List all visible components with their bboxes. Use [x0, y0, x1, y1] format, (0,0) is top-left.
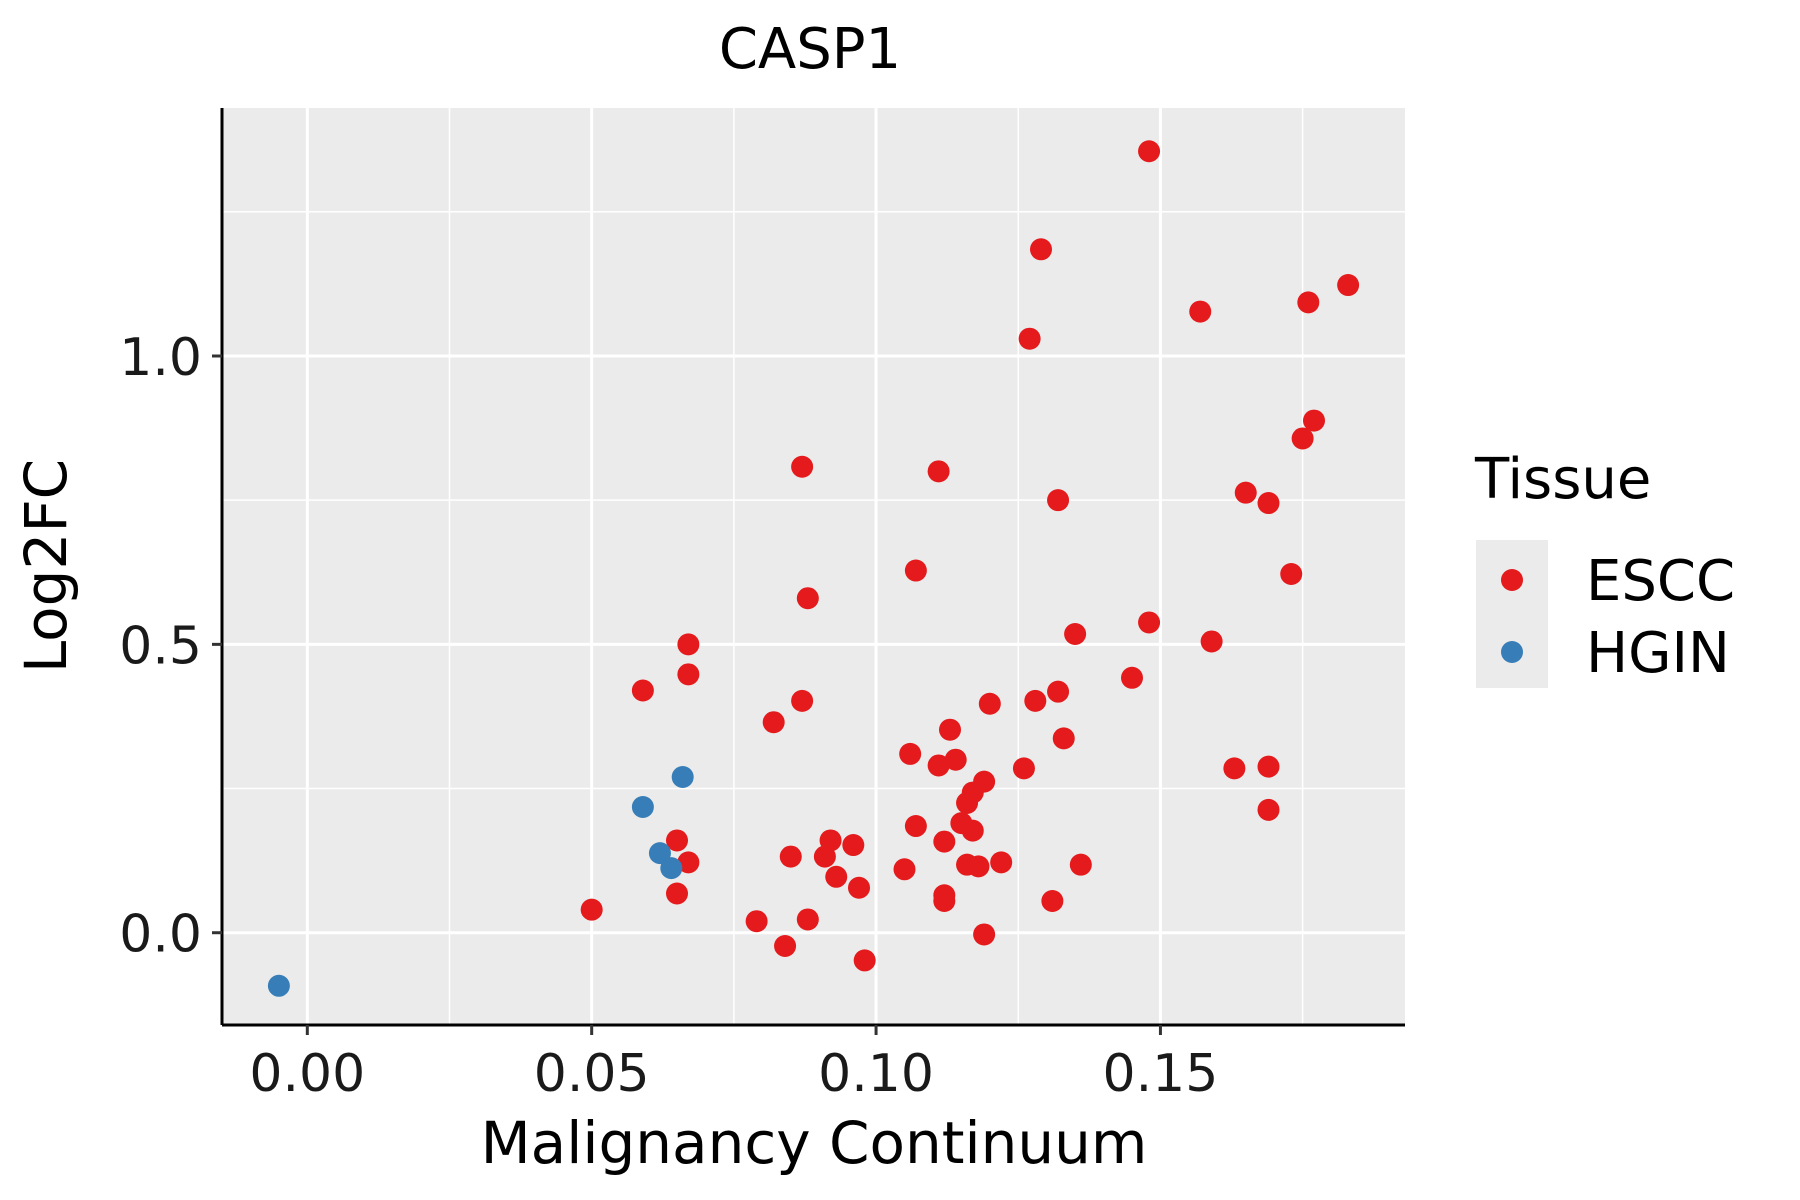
data-points [267, 140, 1360, 997]
data-point-escc [990, 851, 1013, 874]
data-point-escc [1012, 757, 1035, 780]
legend-title: Tissue [1474, 447, 1651, 512]
data-point-escc [899, 742, 922, 765]
data-point-escc [677, 851, 700, 874]
data-point-escc [1064, 622, 1087, 645]
data-point-hgin [648, 842, 671, 865]
data-point-escc [677, 663, 700, 686]
grid-minor [222, 108, 1405, 1025]
data-point-escc [1200, 630, 1223, 653]
data-point-escc [1257, 492, 1280, 515]
data-point-escc [1030, 238, 1052, 261]
data-point-escc [842, 834, 865, 857]
x-tick-label: 0.05 [534, 1044, 650, 1104]
x-tick-label: 0.10 [818, 1044, 934, 1104]
y-tick-label: 0.5 [119, 616, 202, 676]
data-point-escc [1047, 489, 1070, 512]
data-point-escc [631, 679, 654, 702]
data-point-escc [961, 819, 984, 842]
data-point-escc [1018, 327, 1041, 350]
legend-key-background [1476, 540, 1548, 688]
y-axis-ticks: 0.0 0.5 1.0 [119, 328, 222, 965]
plot-background [222, 108, 1405, 1025]
data-point-hgin [631, 795, 654, 818]
data-point-escc [904, 559, 927, 582]
data-point-escc [1297, 291, 1320, 314]
y-axis-label: Log2FC [12, 459, 80, 673]
data-point-escc [944, 748, 967, 771]
data-point-escc [813, 845, 836, 868]
data-point-escc [978, 692, 1001, 715]
data-point-escc [967, 855, 990, 878]
data-point-hgin [671, 766, 694, 789]
data-point-escc [927, 754, 950, 777]
plot-panel [220, 108, 1405, 1027]
data-point-escc [677, 633, 700, 656]
data-point-escc [893, 858, 916, 881]
legend-label-escc: ESCC [1586, 549, 1735, 614]
data-point-escc [1047, 680, 1070, 703]
y-tick-label: 0.0 [119, 905, 202, 965]
data-point-escc [580, 898, 603, 921]
data-point-escc [927, 460, 950, 483]
legend-label-hgin: HGIN [1586, 621, 1730, 686]
y-tick-label: 1.0 [119, 328, 202, 388]
data-point-escc [1138, 140, 1161, 163]
data-point-escc [1280, 562, 1303, 585]
data-point-escc [848, 876, 870, 899]
data-point-escc [796, 587, 819, 610]
data-point-escc [745, 910, 768, 933]
data-point-escc [1223, 757, 1246, 780]
data-point-escc [1041, 890, 1064, 913]
data-point-escc [1303, 409, 1325, 432]
data-point-escc [853, 949, 876, 972]
x-tick-label: 0.15 [1103, 1044, 1219, 1104]
data-point-escc [1189, 300, 1212, 323]
data-point-hgin [267, 974, 290, 997]
data-point-escc [973, 923, 996, 946]
data-point-hgin [660, 857, 683, 880]
data-point-escc [956, 791, 979, 814]
data-point-escc [1291, 427, 1314, 450]
x-axis-ticks: 0.00 0.05 0.10 0.15 [249, 1025, 1218, 1104]
data-point-escc [1024, 689, 1047, 712]
chart-title: CASP1 [719, 17, 901, 82]
data-point-escc [1234, 481, 1257, 504]
data-point-escc [779, 845, 802, 868]
data-point-escc [791, 455, 814, 478]
data-point-escc [1337, 274, 1360, 297]
data-point-escc [933, 890, 956, 913]
x-axis-label: Malignancy Continuum [481, 1109, 1148, 1177]
data-point-escc [762, 711, 785, 734]
data-point-escc [939, 718, 961, 741]
legend-key-escc [1501, 569, 1523, 591]
data-point-escc [666, 829, 688, 852]
data-point-escc [1257, 755, 1280, 778]
data-point-escc [666, 882, 688, 905]
data-point-escc [1257, 798, 1280, 821]
data-point-escc [796, 908, 819, 931]
legend-key-hgin [1501, 641, 1523, 663]
data-point-escc [1121, 666, 1143, 689]
data-point-escc [1052, 727, 1075, 750]
legend: Tissue ESCC HGIN [1474, 447, 1735, 688]
data-point-escc [791, 689, 814, 712]
data-point-escc [933, 830, 956, 853]
data-point-escc [904, 815, 927, 838]
data-point-escc [1069, 853, 1092, 876]
data-point-escc [825, 865, 848, 888]
x-tick-label: 0.00 [249, 1044, 365, 1104]
data-point-escc [1138, 611, 1161, 634]
data-point-escc [774, 934, 797, 957]
